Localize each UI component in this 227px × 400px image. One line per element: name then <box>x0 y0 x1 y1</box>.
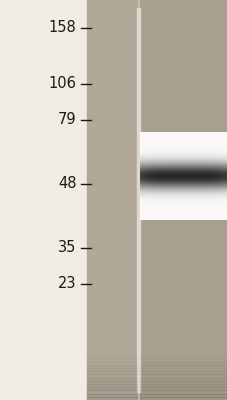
Bar <box>86 397 136 400</box>
Bar <box>86 371 136 374</box>
Bar <box>86 390 136 394</box>
Bar <box>139 352 227 355</box>
Bar <box>86 368 136 371</box>
Bar <box>139 374 227 378</box>
Bar <box>86 374 136 378</box>
Text: 79: 79 <box>57 112 76 128</box>
Bar <box>86 0 136 400</box>
Bar <box>139 371 227 374</box>
Bar <box>86 394 136 397</box>
Bar <box>139 378 227 381</box>
Bar <box>86 381 136 384</box>
Bar <box>86 355 136 358</box>
Bar <box>136 8 139 392</box>
Text: 35: 35 <box>58 240 76 256</box>
Bar <box>139 0 227 400</box>
Bar <box>139 387 227 390</box>
Text: 23: 23 <box>58 276 76 292</box>
Bar <box>139 394 227 397</box>
Bar <box>0 0 86 400</box>
Text: 106: 106 <box>48 76 76 92</box>
Bar <box>86 358 136 362</box>
Bar <box>86 384 136 387</box>
Bar <box>139 384 227 387</box>
Bar <box>139 397 227 400</box>
Bar <box>86 387 136 390</box>
Bar <box>139 390 227 394</box>
Bar <box>139 358 227 362</box>
Bar <box>139 365 227 368</box>
Bar <box>139 362 227 365</box>
Bar <box>86 378 136 381</box>
Bar <box>86 365 136 368</box>
Bar <box>86 362 136 365</box>
Bar <box>86 352 136 355</box>
Bar <box>139 355 227 358</box>
Text: 158: 158 <box>48 20 76 36</box>
Text: 48: 48 <box>58 176 76 192</box>
Bar <box>139 368 227 371</box>
Bar <box>139 381 227 384</box>
